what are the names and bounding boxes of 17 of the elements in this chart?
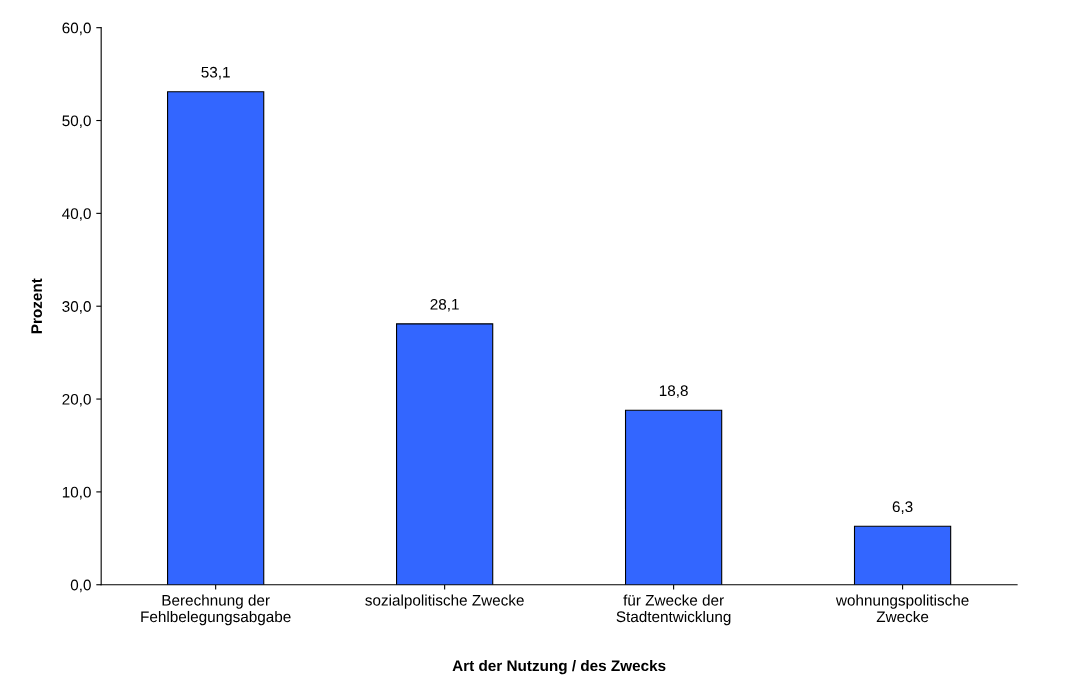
- data-label: 53,1: [201, 66, 230, 80]
- data-label: 6,3: [892, 501, 913, 514]
- x-tick-label: für Zwecke der Stadtentwicklung: [616, 594, 731, 626]
- y-tick-label: 30,0: [62, 301, 91, 314]
- y-tick-label: 40,0: [62, 208, 91, 221]
- x-tick-label: wohnungspolitische Zwecke: [835, 594, 969, 623]
- data-label: 18,8: [659, 385, 688, 398]
- x-tick-label: sozialpolitische Zwecke: [365, 594, 524, 609]
- x-axis-title: Art der Nutzung / des Zwecks: [452, 659, 666, 675]
- x-tick-label: Berechnung der Fehlbelegungsabgabe: [141, 594, 291, 626]
- y-tick-label: 50,0: [62, 115, 91, 129]
- y-tick-label: 20,0: [62, 393, 91, 407]
- y-tick-label: 60,0: [62, 22, 91, 36]
- y-axis-title: Prozent: [31, 278, 43, 334]
- y-tick-label: 0,0: [70, 579, 91, 593]
- data-label: 28,1: [430, 298, 459, 312]
- y-tick-label: 10,0: [62, 486, 91, 500]
